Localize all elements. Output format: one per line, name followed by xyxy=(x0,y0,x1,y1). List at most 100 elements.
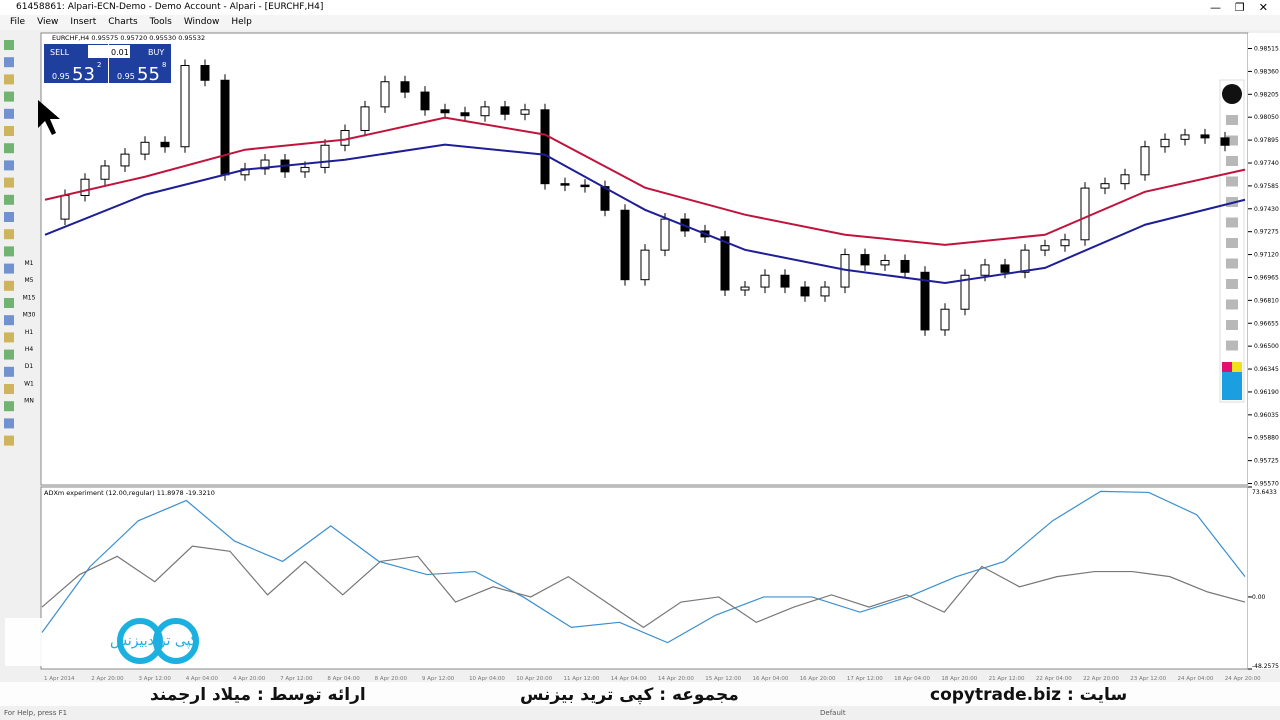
timeframe-button[interactable]: H4 xyxy=(25,346,34,353)
candle-body xyxy=(640,249,650,281)
toolbar-icon xyxy=(4,40,14,50)
caption-presenter: ارائه توسط : میلاد ارجمند xyxy=(150,685,366,705)
candle-body xyxy=(300,166,310,173)
candle-body xyxy=(960,274,970,310)
date-label: 14 Apr 20:00 xyxy=(658,676,694,682)
toolbar-icon xyxy=(1226,156,1238,166)
timeframe-button[interactable]: MN xyxy=(24,398,34,405)
chart-area: SELL BUY 0.01 0.95 53 2 0.95 55 8 EURCHF… xyxy=(0,30,1280,682)
candle-body xyxy=(1080,187,1090,241)
toolbar-icon xyxy=(1226,299,1238,310)
buy-button[interactable]: BUY xyxy=(148,48,164,57)
candle-body xyxy=(660,218,670,251)
date-label: 18 Apr 20:00 xyxy=(941,676,977,682)
timeframe-button[interactable]: M5 xyxy=(25,277,34,284)
candle-body xyxy=(140,141,150,155)
menu-item[interactable]: Window xyxy=(183,17,220,27)
candle-body xyxy=(1060,239,1070,247)
price-label: 0.98360 xyxy=(1254,68,1279,75)
candle-body xyxy=(80,178,90,196)
caption-site: سایت : copytrade.biz xyxy=(930,685,1128,705)
price-label: 0.96655 xyxy=(1254,320,1279,327)
toolbar-icon xyxy=(1226,217,1238,228)
price-axis xyxy=(1248,33,1280,669)
window-controls[interactable]: — ❐ ✕ xyxy=(1209,1,1268,14)
status-bar: For Help, press F1 Default xyxy=(0,706,1280,720)
toolbar-icon xyxy=(4,177,14,188)
price-label: 0.97895 xyxy=(1254,137,1279,144)
sell-button[interactable]: SELL xyxy=(50,48,70,57)
menu-item[interactable]: Help xyxy=(231,17,252,27)
sell-prefix: 0.95 xyxy=(52,72,70,81)
candle-body xyxy=(1160,138,1170,148)
timeframe-button[interactable]: M1 xyxy=(25,260,34,267)
sell-price: 53 xyxy=(72,64,95,85)
date-label: 9 Apr 12:00 xyxy=(422,676,455,682)
toolbar-icon xyxy=(4,91,14,102)
candle-body xyxy=(1140,146,1150,176)
menu-item[interactable]: Charts xyxy=(108,17,138,27)
candle-body xyxy=(460,112,470,117)
date-label: 15 Apr 12:00 xyxy=(705,676,741,682)
sell-pip: 2 xyxy=(97,61,101,69)
timeframe-button[interactable]: W1 xyxy=(24,380,34,387)
date-label: 7 Apr 12:00 xyxy=(280,676,313,682)
candle-body xyxy=(740,286,750,291)
indicator-line xyxy=(41,545,1246,629)
buy-price: 55 xyxy=(137,64,160,85)
indicator-axis-label: 0.00 xyxy=(1252,594,1266,601)
cursor xyxy=(38,100,60,135)
color-swatch[interactable] xyxy=(1222,362,1232,372)
candle-body xyxy=(380,81,390,108)
timeframe-button[interactable]: M15 xyxy=(23,294,36,301)
date-label: 2 Apr 20:00 xyxy=(91,676,124,682)
candle-body xyxy=(180,64,190,148)
toolbar-icon xyxy=(4,366,14,377)
price-label: 0.95725 xyxy=(1254,458,1279,465)
moving-average xyxy=(44,116,1246,246)
date-label: 24 Apr 04:00 xyxy=(1178,676,1214,682)
toolbar-icon xyxy=(1226,279,1238,289)
toolbar-icon xyxy=(1226,135,1238,146)
logo-ring xyxy=(117,618,163,664)
symbol-label: EURCHF,H4 0.95575 0.95720 0.95530 0.9553… xyxy=(52,34,205,42)
lot-size[interactable]: 0.01 xyxy=(111,48,129,57)
toolbar-icon xyxy=(4,315,14,326)
candle-body xyxy=(940,308,950,331)
toolbar-icon xyxy=(4,143,14,154)
price-label: 0.97740 xyxy=(1254,160,1279,167)
indicator-axis-label: 73.6433 xyxy=(1252,489,1277,496)
candle-body xyxy=(440,109,450,114)
toolbar-icon xyxy=(4,160,14,171)
timeframe-button[interactable]: D1 xyxy=(25,363,34,370)
lot-box[interactable] xyxy=(88,45,130,58)
date-label: 22 Apr 04:00 xyxy=(1036,676,1072,682)
timeframe-button[interactable]: H1 xyxy=(25,329,34,336)
menu-item[interactable]: View xyxy=(37,17,59,27)
timeframe-button[interactable]: M30 xyxy=(23,312,36,319)
price-label: 0.97275 xyxy=(1254,229,1279,236)
caption-collection: مجموعه : کپی ترید بیزنس xyxy=(520,685,739,705)
status-help: For Help, press F1 xyxy=(4,709,68,717)
candle-body xyxy=(120,153,130,167)
menu-item[interactable]: Insert xyxy=(70,17,97,27)
tool-icon[interactable] xyxy=(1222,84,1242,104)
toolbar-icon xyxy=(1226,238,1238,248)
menu-item[interactable]: File xyxy=(10,17,26,27)
candle-body xyxy=(780,274,790,288)
toolbar-icon xyxy=(1226,176,1238,187)
toolbar-icon xyxy=(4,298,14,308)
color-swatch[interactable] xyxy=(1232,362,1242,372)
candle-body xyxy=(900,259,910,273)
candle-body xyxy=(1200,134,1210,139)
menu-item[interactable]: Tools xyxy=(149,17,172,27)
date-label: 1 Apr 2014 xyxy=(44,676,75,682)
toolbar-icon xyxy=(4,212,14,222)
indicator-frame xyxy=(40,486,1249,670)
candle-body xyxy=(100,165,110,180)
date-label: 18 Apr 04:00 xyxy=(894,676,930,682)
indicator-line xyxy=(41,490,1246,644)
toolbar-icon xyxy=(4,74,14,85)
toolbar-icon xyxy=(4,332,14,343)
date-label: 3 Apr 12:00 xyxy=(138,676,171,682)
